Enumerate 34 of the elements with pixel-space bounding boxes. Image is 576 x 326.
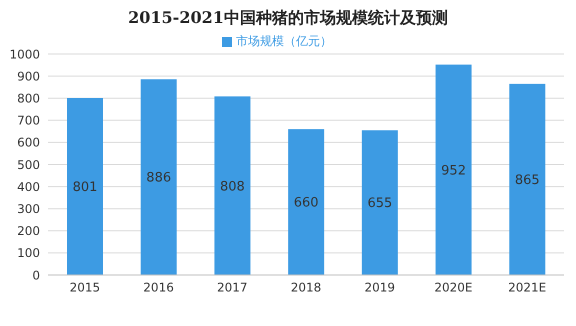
bar [509, 84, 546, 275]
x-tick-label: 2016 [143, 280, 174, 295]
data-label: 886 [146, 170, 172, 186]
bar [214, 96, 250, 275]
bar [362, 130, 398, 275]
chart-title: 2015-2021中国种猪的市场规模统计及预测 [127, 8, 449, 29]
y-tick-label: 200 [17, 224, 40, 238]
bar [140, 79, 177, 275]
data-label: 865 [514, 173, 540, 188]
x-tick-label: 2015 [70, 280, 100, 295]
y-tick-label: 900 [17, 69, 40, 84]
data-label: 660 [294, 196, 319, 211]
y-tick-label: 1000 [9, 47, 40, 62]
y-tick-label: 300 [17, 202, 40, 216]
x-tick-label: 2019 [364, 280, 395, 295]
y-tick-label: 100 [17, 246, 40, 260]
y-tick-label: 0 [32, 268, 40, 282]
data-label: 808 [220, 179, 245, 194]
x-tick-label: 2017 [217, 280, 248, 295]
bar [67, 98, 103, 275]
data-label: 801 [72, 180, 98, 196]
x-tick-label: 2018 [290, 280, 322, 295]
bar [288, 129, 324, 275]
y-tick-label: 800 [17, 91, 40, 106]
y-tick-label: 700 [17, 114, 40, 128]
x-tick-label: 2020E [434, 280, 472, 295]
x-tick-label: 2021E [508, 280, 546, 295]
y-tick-label: 500 [17, 158, 40, 172]
y-tick-label: 600 [17, 136, 40, 150]
legend-label: 市场规模（亿元） [236, 34, 332, 48]
y-tick-label: 400 [17, 180, 40, 194]
bar [436, 64, 472, 275]
data-label: 655 [367, 196, 392, 212]
data-label: 952 [441, 163, 466, 178]
